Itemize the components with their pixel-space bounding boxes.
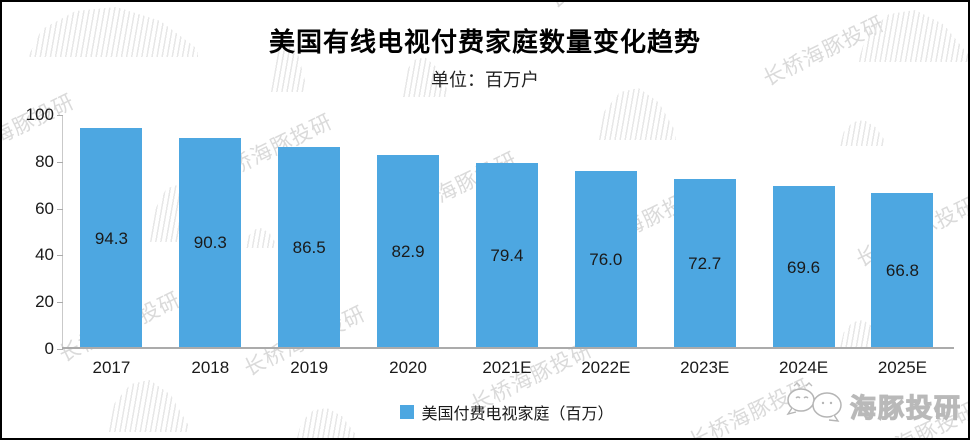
dolphin-logo-text: 海豚投研 <box>849 392 962 423</box>
bar-2017: 94.3 <box>80 128 143 349</box>
y-axis: 0 20 40 60 80 100 <box>2 105 63 358</box>
y-tick-label: 0 <box>44 339 54 358</box>
bar-value-label: 94.3 <box>94 228 128 248</box>
bar-2023E: 72.7 <box>673 178 736 349</box>
x-axis-label: 2023E <box>680 358 730 377</box>
watermark-text: 长桥海豚投研 <box>543 2 675 14</box>
chart-title: 美国有线电视付费家庭数量变化趋势 <box>268 27 701 57</box>
bar-2021E: 79.4 <box>475 163 538 349</box>
y-tick-mark <box>57 161 63 163</box>
bar-value-label: 86.5 <box>292 237 326 257</box>
bar-value-label: 69.6 <box>787 257 821 277</box>
chart-unit-subtitle: 单位：百万户 <box>431 70 539 90</box>
bar-2018: 90.3 <box>179 137 242 349</box>
x-axis-label: 2025E <box>877 358 928 377</box>
y-axis-line <box>62 115 63 349</box>
y-tick-mark <box>57 208 63 210</box>
dolphin-logo: 海豚投研 <box>784 382 962 431</box>
bar-2025E: 66.8 <box>871 192 934 349</box>
x-axis-label: 2024E <box>778 358 829 377</box>
x-axis-labels: 2017 2018 2019 2020 2021E 2022E 2023E 2024E 2025… <box>62 358 952 378</box>
x-axis-line <box>62 347 954 349</box>
y-tick-label: 100 <box>25 105 54 124</box>
bars: 94.3 90.3 86.5 82.9 79.4 76.0 72.7 69.6 66.8 <box>62 115 952 349</box>
bar-2020: 82.9 <box>377 155 440 349</box>
x-axis-label: 2020 <box>389 358 427 377</box>
y-tick-label: 60 <box>35 198 54 218</box>
y-tick-label: 80 <box>35 151 54 171</box>
bar-2024E: 69.6 <box>772 186 835 349</box>
dolphin-bubbles-icon <box>784 382 846 431</box>
y-tick-mark <box>57 349 63 350</box>
bar-value-label: 90.3 <box>193 233 227 253</box>
legend-marker-square <box>400 405 415 419</box>
bar-value-label: 76.0 <box>589 250 623 270</box>
x-axis-label: 2021E <box>482 358 532 377</box>
x-axis-label: 2022E <box>581 358 631 377</box>
x-axis-label: 2018 <box>191 358 230 377</box>
bar-value-label: 72.7 <box>688 253 722 273</box>
legend-label: 美国付费电视家庭（百万） <box>421 406 614 423</box>
y-tick-mark <box>57 255 63 257</box>
y-tick-label: 20 <box>35 292 54 312</box>
y-tick-mark <box>57 115 63 116</box>
bar-2019: 86.5 <box>278 146 341 349</box>
watermark-stripes <box>245 228 277 248</box>
y-tick-mark <box>57 302 63 304</box>
x-axis-label: 2017 <box>92 358 131 377</box>
bar-value-label: 82.9 <box>391 242 425 261</box>
y-tick-label: 40 <box>35 245 54 265</box>
bar-2022E: 76.0 <box>574 171 637 349</box>
bar-value-label: 79.4 <box>490 246 524 266</box>
legend: 美国付费电视家庭（百万） <box>62 400 952 424</box>
x-axis-label: 2019 <box>290 358 329 377</box>
bar-value-label: 66.8 <box>885 260 919 280</box>
